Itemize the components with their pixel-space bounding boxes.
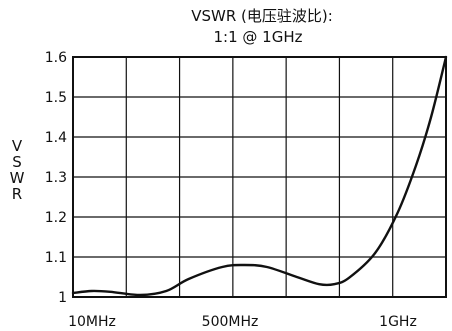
grid — [73, 57, 446, 297]
series-group — [71, 55, 448, 297]
y-axis-label-letter: V — [12, 137, 23, 155]
y-axis-label-letter: S — [12, 153, 22, 171]
y-tick-label: 1.4 — [45, 130, 67, 146]
x-tick-label: 10MHz — [68, 314, 116, 330]
x-tick-label: 1GHz — [379, 314, 417, 330]
y-axis-label-letter: R — [12, 185, 22, 203]
vswr-series-line — [71, 55, 448, 297]
y-tick-label: 1.5 — [45, 90, 67, 106]
chart-subtitle: 1:1 @ 1GHz — [214, 28, 303, 46]
y-tick-label: 1.3 — [45, 170, 67, 186]
y-axis-label: VSWR — [10, 137, 25, 203]
y-axis-label-letter: W — [10, 169, 25, 187]
y-tick-label: 1.1 — [45, 250, 67, 266]
x-tick-labels: 10MHz 500MHz 1GHz — [68, 314, 417, 330]
y-tick-labels: 1 1.1 1.2 1.3 1.4 1.5 1.6 — [45, 50, 67, 306]
y-tick-label: 1.2 — [45, 210, 67, 226]
y-tick-label: 1.6 — [45, 50, 67, 66]
chart-title: VSWR (电压驻波比): — [191, 7, 333, 25]
plot-frame — [72, 56, 447, 298]
x-tick-label: 500MHz — [202, 314, 259, 330]
y-tick-label: 1 — [58, 290, 67, 306]
